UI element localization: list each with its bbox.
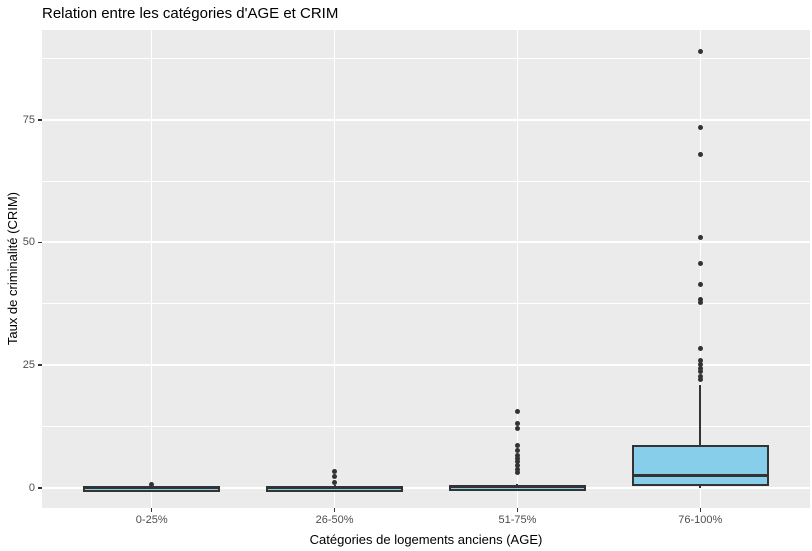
outlier-point: [697, 362, 703, 368]
y-tick-mark-25: [38, 364, 42, 366]
gridline-vertical-26-50%: [333, 30, 336, 508]
gridline-minor-y62.5: [42, 180, 810, 182]
outlier-point: [697, 296, 703, 302]
x-tick-label-26-50%: 26-50%: [315, 514, 354, 526]
chart-title: Relation entre les catégories d'AGE et C…: [42, 5, 339, 22]
outlier-point: [697, 261, 703, 267]
gridline-minor-y12.5: [42, 426, 810, 428]
outlier-point: [697, 124, 703, 130]
x-tick-mark-26-50%: [333, 508, 336, 512]
gridline-minor-y87.5: [42, 57, 810, 59]
y-tick-label-75: 75: [22, 113, 35, 126]
y-axis-title: Taux de criminalité (CRIM): [4, 192, 20, 346]
outlier-point: [332, 469, 338, 475]
gridline-major-y0: [42, 486, 810, 489]
y-tick-label-50: 50: [22, 236, 35, 249]
y-tick-label-25: 25: [22, 359, 35, 372]
boxplot-box-76-100%: [631, 445, 769, 487]
y-axis-title-wrap: Taux de criminalité (CRIM): [4, 30, 20, 508]
outlier-point: [697, 346, 703, 351]
x-tick-mark-0-25%: [150, 508, 153, 512]
outlier-point: [514, 442, 520, 448]
plot-panel: [42, 30, 810, 508]
lower-whisker-76-100%: [699, 486, 702, 488]
gridline-vertical-76-100%: [699, 30, 702, 508]
x-axis-title: Catégories de logements anciens (AGE): [309, 532, 543, 547]
y-tick-label-0: 0: [28, 481, 35, 494]
median-line-26-50%: [266, 485, 404, 489]
gridline-minor-y37.5: [42, 303, 810, 305]
outlier-point: [514, 456, 520, 462]
x-tick-label-51-75%: 51-75%: [498, 514, 537, 526]
gridline-major-y50: [42, 241, 810, 244]
outlier-point: [332, 480, 338, 486]
gridline-major-y75: [42, 118, 810, 121]
x-tick-label-0-25%: 0-25%: [135, 514, 168, 526]
outlier-point: [149, 482, 155, 488]
upper-whisker-76-100%: [699, 385, 702, 446]
outlier-point: [697, 376, 703, 382]
y-tick-mark-0: [38, 487, 42, 489]
outlier-point: [514, 462, 520, 468]
gridline-vertical-51-75%: [516, 30, 519, 508]
outlier-point: [514, 408, 520, 414]
outlier-point: [697, 369, 703, 375]
upper-whisker-51-75%: [516, 483, 519, 486]
outlier-point: [514, 447, 520, 453]
median-line-51-75%: [448, 485, 586, 489]
outlier-point: [514, 459, 520, 465]
outlier-point: [697, 357, 703, 363]
gridline-vertical-0-25%: [150, 30, 153, 508]
y-tick-mark-75: [38, 119, 42, 121]
outlier-point: [697, 49, 703, 55]
outlier-point: [514, 466, 520, 472]
outlier-point: [697, 281, 703, 287]
outlier-point: [514, 420, 520, 426]
outlier-point: [697, 365, 703, 371]
outlier-point: [514, 453, 520, 459]
outlier-point: [697, 234, 703, 240]
median-line-0-25%: [83, 486, 221, 490]
x-tick-mark-76-100%: [699, 508, 702, 512]
outlier-point: [697, 300, 703, 306]
gridline-major-y25: [42, 364, 810, 367]
outlier-point: [697, 152, 703, 158]
y-tick-mark-50: [38, 241, 42, 244]
x-tick-label-76-100%: 76-100%: [678, 514, 723, 526]
outlier-point: [332, 473, 338, 479]
outlier-point: [514, 469, 520, 475]
outlier-point: [514, 426, 520, 432]
median-line-76-100%: [631, 474, 769, 478]
x-tick-mark-51-75%: [516, 508, 519, 512]
